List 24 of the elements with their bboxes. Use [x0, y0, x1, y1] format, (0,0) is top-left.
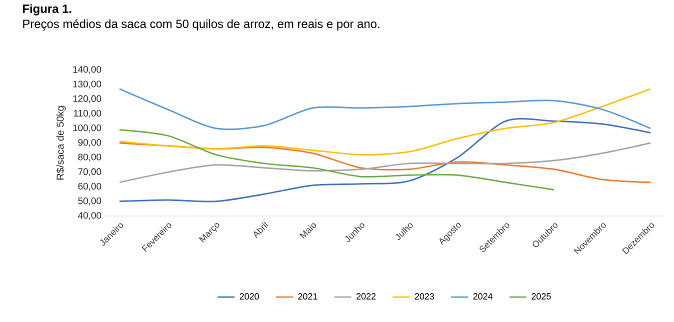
y-tick-label: 50,00	[78, 197, 102, 206]
line-series	[118, 88, 652, 156]
legend-label: 2023	[414, 293, 434, 300]
y-axis-title: R$/saca de 50kg	[56, 106, 66, 180]
y-tick-label: 40,00	[78, 212, 102, 220]
y-tick-label: 60,00	[78, 182, 102, 191]
line-series	[118, 142, 652, 184]
legend-label: 2021	[298, 293, 318, 300]
legend-label: 2020	[240, 293, 259, 300]
legend-label: 2022	[356, 293, 376, 300]
chart-title: Figura 1.	[22, 4, 72, 16]
y-tick-label: 90,00	[78, 139, 102, 147]
y-tick-label: 140,00	[73, 66, 102, 74]
line-series	[118, 129, 555, 190]
legend-label: 2024	[473, 293, 493, 300]
line-series	[118, 88, 652, 130]
legend-label: 2025	[532, 293, 551, 300]
y-tick-label: 110,00	[74, 110, 102, 118]
y-tick-label: 70,00	[78, 168, 102, 176]
y-tick-label: 100,00	[73, 124, 102, 132]
y-tick-label: 120,00	[73, 95, 102, 104]
chart-subtitle: Preços médios da saca com 50 quilos de arroz, em reais e por ano.	[23, 19, 380, 31]
y-tick-label: 130,00	[73, 80, 102, 89]
y-tick-label: 80,00	[78, 154, 102, 162]
